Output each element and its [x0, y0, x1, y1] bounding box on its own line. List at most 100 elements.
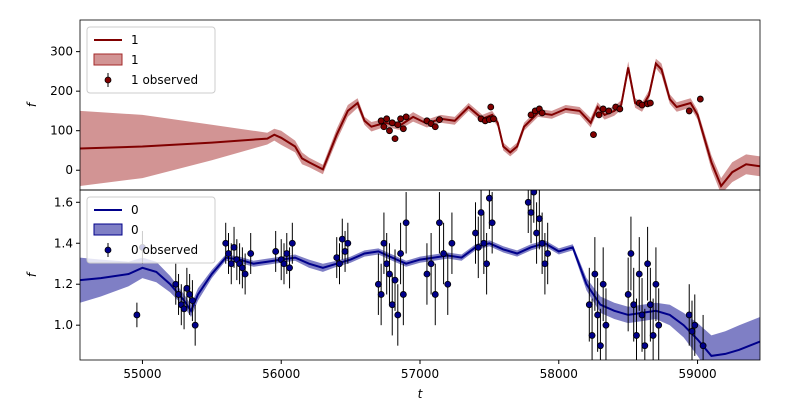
observed-marker: [227, 260, 235, 268]
observed-marker: [222, 239, 230, 247]
observed-point: [377, 117, 385, 125]
observed-marker: [585, 301, 593, 309]
observed-marker: [490, 115, 497, 123]
observed-marker: [633, 332, 640, 339]
observed-point: [699, 314, 707, 360]
observed-marker: [272, 248, 280, 255]
observed-marker: [483, 260, 491, 268]
observed-marker: [538, 109, 546, 117]
legend-box: [86, 26, 216, 94]
observed-marker: [535, 215, 543, 223]
observed-point: [644, 226, 651, 301]
observed-marker: [288, 239, 296, 247]
observed-point: [386, 127, 393, 135]
observed-marker: [286, 264, 293, 272]
observed-marker: [597, 342, 604, 350]
observed-marker: [386, 270, 393, 278]
observed-point: [399, 125, 407, 133]
observed-point: [599, 247, 607, 322]
observed-marker: [599, 105, 607, 113]
observed-point: [627, 216, 635, 291]
observed-point: [472, 202, 479, 264]
observed-marker: [590, 131, 597, 139]
legend-label: 0: [131, 223, 139, 237]
observed-point: [241, 253, 249, 295]
observed-point: [397, 222, 404, 285]
observed-point: [238, 247, 246, 289]
observed-marker: [688, 327, 696, 335]
observed-marker: [241, 270, 249, 278]
plot-area-1: [80, 190, 760, 360]
observed-point: [391, 135, 399, 143]
observed-point: [448, 212, 456, 274]
observed-point: [440, 222, 447, 285]
observed-marker: [402, 219, 410, 227]
observed-point: [597, 308, 604, 360]
observed-marker: [530, 190, 538, 196]
x-tick-label: 59000: [678, 367, 716, 381]
observed-marker: [605, 107, 613, 115]
observed-point: [444, 253, 452, 315]
observed-point: [488, 192, 496, 254]
observed-point: [191, 304, 199, 346]
observed-point: [638, 101, 646, 109]
observed-point: [286, 247, 293, 289]
observed-point: [474, 216, 482, 279]
observed-point: [189, 280, 196, 322]
observed-point: [175, 273, 182, 315]
observed-marker: [336, 260, 343, 268]
observed-point: [172, 263, 180, 305]
observed-point: [635, 237, 643, 311]
observed-marker: [186, 291, 194, 298]
x-tick-label: 56000: [262, 367, 300, 381]
observed-marker: [474, 243, 482, 251]
observed-point: [485, 190, 493, 229]
legend-label: 1: [131, 53, 139, 67]
observed-marker: [397, 115, 404, 123]
observed-point: [533, 202, 540, 264]
observed-marker: [436, 116, 443, 124]
observed-marker: [627, 250, 635, 257]
observed-marker: [230, 243, 238, 251]
y-tick-label: 1.6: [54, 195, 73, 209]
observed-marker: [591, 270, 599, 278]
observed-marker: [383, 115, 391, 123]
observed-marker: [189, 297, 196, 305]
observed-point: [602, 288, 610, 360]
observed-marker: [399, 125, 407, 133]
observed-marker: [691, 321, 699, 329]
observed-marker: [391, 135, 399, 143]
observed-point: [402, 113, 410, 121]
observed-marker: [624, 291, 632, 298]
observed-marker: [133, 311, 141, 319]
y-tick-label: 0: [65, 163, 73, 177]
panel-1: 1.0 1.2 1.4 1.6 55000 56000 57000 58000 59000 f t 0…: [25, 189, 761, 400]
observed-point: [490, 115, 497, 123]
observed-point: [595, 111, 603, 119]
observed-marker: [183, 284, 191, 292]
y-tick-label: 1.2: [54, 277, 73, 291]
observed-point: [247, 233, 255, 274]
observed-point: [388, 119, 396, 127]
observed-marker: [655, 321, 663, 329]
observed-point: [397, 115, 404, 123]
observed-point: [652, 247, 660, 322]
observed-marker: [175, 291, 182, 298]
x-tick-label: 57000: [401, 367, 439, 381]
observed-point: [280, 243, 288, 285]
y-tick-label: 1.0: [54, 318, 73, 332]
observed-point: [399, 263, 407, 326]
observed-point: [696, 95, 704, 103]
observed-point: [630, 267, 638, 342]
observed-point: [225, 233, 232, 274]
observed-point: [344, 222, 352, 264]
observed-point: [333, 237, 341, 279]
observed-point: [616, 105, 624, 113]
observed-point: [394, 121, 402, 129]
observed-point: [538, 109, 546, 117]
observed-marker: [427, 260, 435, 268]
observed-point: [646, 267, 654, 342]
observed-marker: [649, 332, 657, 339]
observed-point: [383, 115, 391, 123]
observed-marker: [380, 239, 388, 247]
